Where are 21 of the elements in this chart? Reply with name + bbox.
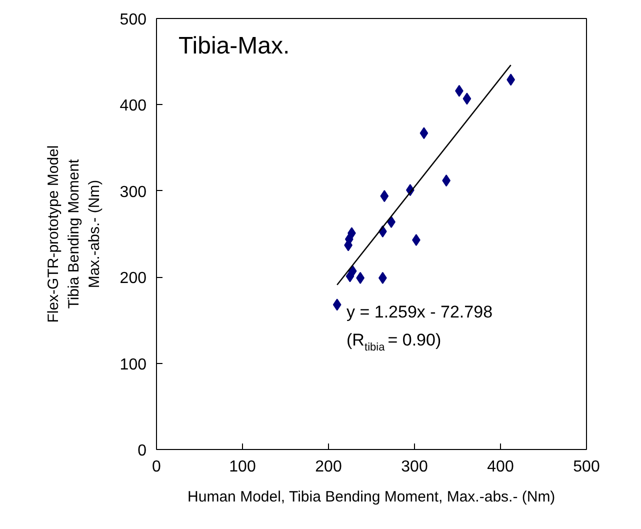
point [346, 270, 354, 282]
x-tick-label: 400 [487, 458, 514, 476]
x-tick-label: 500 [573, 458, 600, 476]
x-tick-label: 100 [229, 458, 256, 476]
x-tick-label: 200 [315, 458, 342, 476]
x-axis-title: Human Model, Tibia Bending Moment, Max.-abs.- (Nm) [188, 488, 556, 506]
point [420, 127, 428, 140]
point [380, 190, 389, 202]
y-tick-label: 300 [120, 184, 147, 201]
point [462, 92, 472, 105]
y-axis-title: Flex-GTR-prototype Model Tibia Bending Moment Max.-abs.- (Nm) [45, 145, 103, 323]
annotation: y = 1.259x - 72.798 [346, 302, 493, 322]
y-tick-label: 500 [120, 12, 147, 28]
y-tick-label: 200 [120, 270, 147, 288]
x-tick-label: 300 [401, 458, 428, 476]
y-tick-label: 400 [120, 98, 147, 115]
y-tick-label: 0 [138, 442, 147, 460]
y-tick-label: 100 [120, 356, 147, 374]
text: Tibia-Max. [178, 32, 290, 60]
x-tick-label: 0 [152, 458, 162, 476]
point [332, 298, 342, 311]
